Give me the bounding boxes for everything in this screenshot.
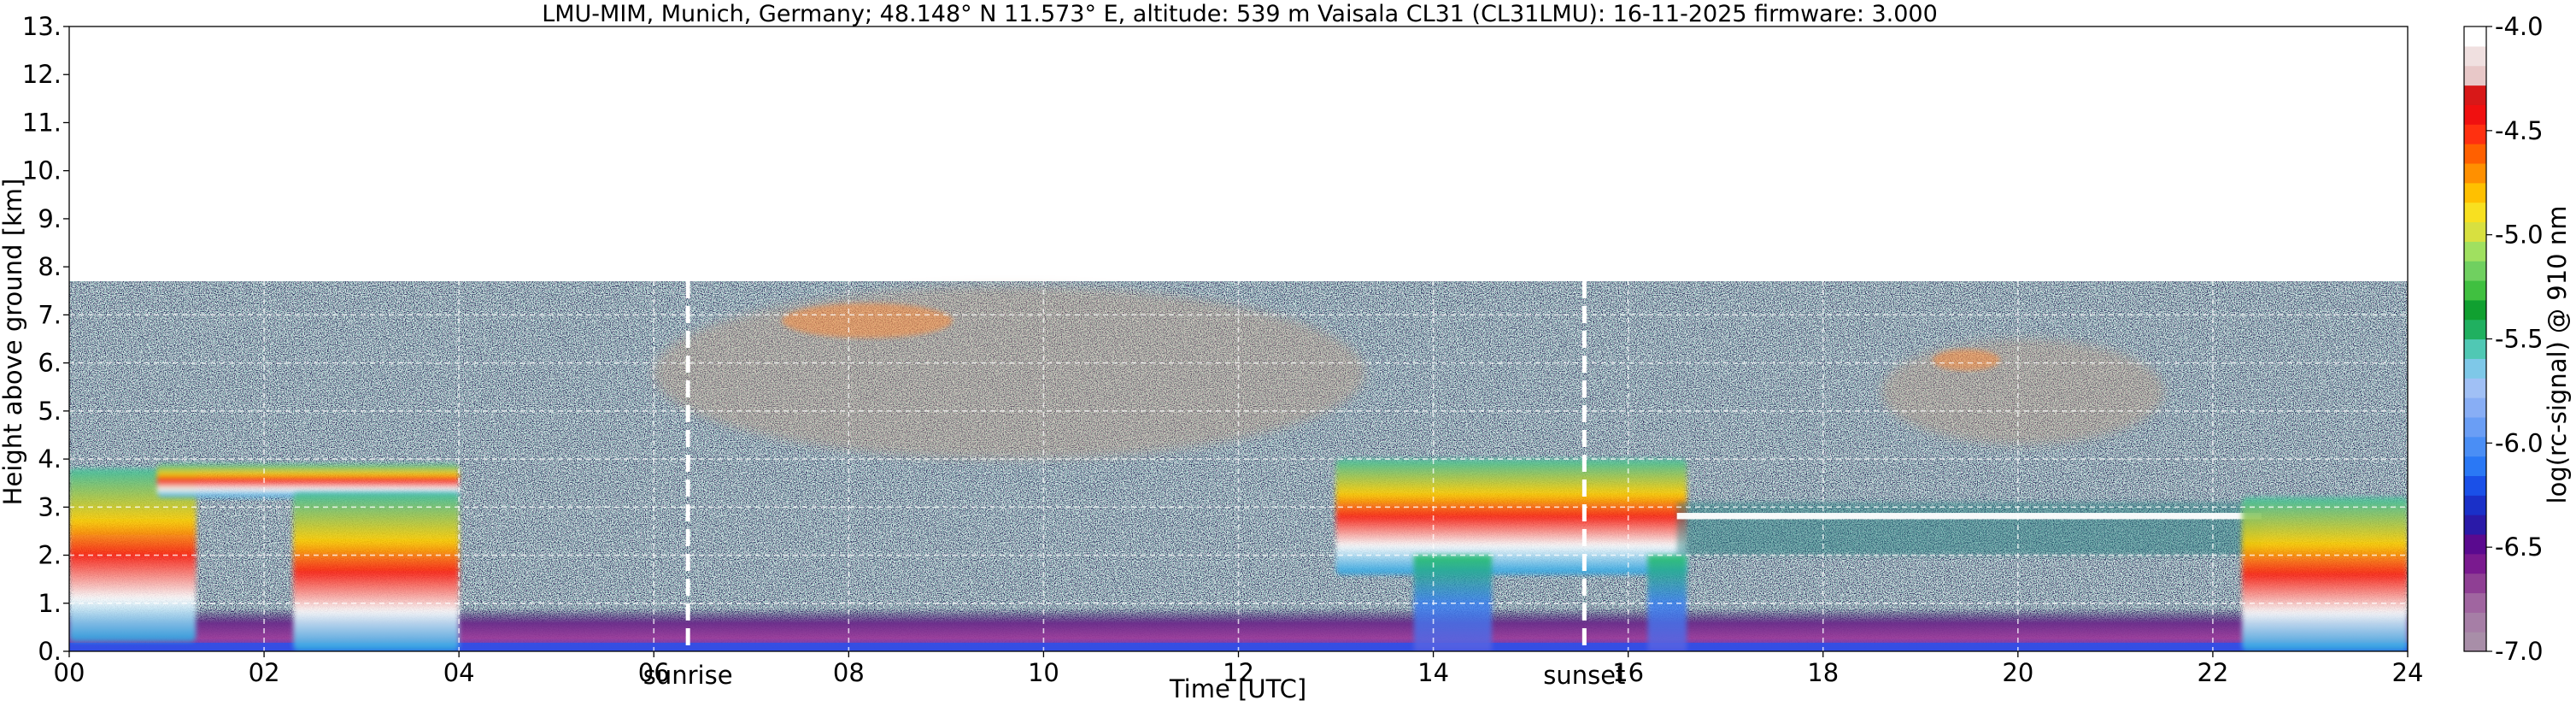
x-axis-label: Time [UTC] bbox=[1169, 674, 1306, 703]
colorbar-tick-label: -6.5 bbox=[2495, 532, 2544, 562]
colorbar-tick-label: -7.0 bbox=[2495, 637, 2544, 666]
y-tick-label: 10. bbox=[22, 156, 62, 185]
colorbar-segment bbox=[2464, 144, 2486, 164]
colorbar-segment bbox=[2464, 279, 2486, 301]
feature-cloud bbox=[2242, 497, 2408, 651]
colorbar-tick-label: -4.0 bbox=[2495, 12, 2544, 41]
x-tick-label: 14 bbox=[1417, 658, 1449, 687]
x-tick-label: 10 bbox=[1028, 658, 1059, 687]
colorbar-segment bbox=[2464, 612, 2486, 632]
colorbar-segment bbox=[2464, 162, 2486, 184]
sun-event-lines bbox=[685, 281, 1587, 651]
x-tick-label: 02 bbox=[249, 658, 280, 687]
feature-cloud bbox=[1335, 459, 1687, 575]
x-tick-label: 00 bbox=[54, 658, 85, 687]
colorbar-segment bbox=[2464, 475, 2486, 496]
colorbar-tick-label: -5.5 bbox=[2495, 325, 2544, 354]
x-tick-label: 22 bbox=[2197, 658, 2228, 687]
chart-title: LMU-MIM, Munich, Germany; 48.148° N 11.5… bbox=[542, 1, 1938, 27]
y-tick-label: 6. bbox=[38, 349, 62, 378]
colorbar-segment bbox=[2464, 416, 2486, 438]
y-tick-label: 11. bbox=[22, 108, 62, 137]
y-tick-label: 5. bbox=[38, 397, 62, 426]
colorbar-segment bbox=[2464, 261, 2486, 281]
colorbar-label: log(rc-signal) @ 910 nm bbox=[2543, 206, 2572, 504]
x-tick-label: 08 bbox=[833, 658, 865, 687]
x-tick-label: 04 bbox=[443, 658, 475, 687]
x-tick-label: 06 bbox=[638, 658, 670, 687]
colorbar-segment bbox=[2464, 456, 2486, 477]
y-tick-label: 9. bbox=[38, 204, 62, 233]
feature-cloud bbox=[156, 463, 460, 498]
colorbar-segment bbox=[2464, 436, 2486, 457]
colorbar-segment bbox=[2464, 104, 2486, 125]
feature-cloud bbox=[69, 468, 197, 642]
y-tick-label: 2. bbox=[38, 541, 62, 570]
colorbar-segment bbox=[2464, 124, 2486, 144]
colorbar-segment bbox=[2464, 533, 2486, 555]
plot-area: 00 02 04 06 08 10 12 14 16 18 20 22 24 0. 1. 2. 3. 4. 5. 6… bbox=[22, 12, 2424, 690]
sunrise-label: sunrise bbox=[643, 661, 733, 690]
colorbar-segment bbox=[2464, 45, 2486, 67]
colorbar-segment bbox=[2464, 202, 2486, 223]
x-tick-label: 20 bbox=[2002, 658, 2033, 687]
sunset-label: sunset bbox=[1543, 661, 1625, 690]
colorbar-segment bbox=[2464, 573, 2486, 594]
y-axis-ticks: 0. 1. 2. 3. 4. 5. 6. 7. 8. 9. 10. 11. 12. 13. bbox=[22, 12, 69, 666]
colorbar bbox=[2463, 26, 2487, 652]
colorbar-segment bbox=[2464, 358, 2486, 379]
colorbar-segment bbox=[2464, 26, 2486, 47]
colorbar-tick-label: -5.0 bbox=[2495, 221, 2544, 250]
colorbar-segment bbox=[2464, 319, 2486, 340]
y-tick-label: 7. bbox=[38, 300, 62, 329]
colorbar-segment bbox=[2464, 241, 2486, 262]
y-tick-label: 12. bbox=[22, 60, 62, 89]
x-tick-label: 24 bbox=[2392, 658, 2424, 687]
colorbar-segment bbox=[2464, 632, 2486, 652]
colorbar-segment bbox=[2464, 221, 2486, 242]
y-tick-label: 3. bbox=[38, 492, 62, 521]
backscatter-field bbox=[69, 26, 2408, 651]
colorbar-segment bbox=[2464, 65, 2486, 86]
feature-cloud-layer bbox=[1676, 502, 2262, 556]
colorbar-segment bbox=[2464, 397, 2486, 418]
y-axis-label: Height above ground [km] bbox=[0, 179, 27, 506]
y-tick-label: 0. bbox=[38, 637, 62, 666]
feature-cirrus bbox=[1881, 338, 2164, 445]
feature-cloud bbox=[293, 492, 460, 651]
grid bbox=[69, 26, 2408, 651]
colorbar-segment bbox=[2464, 592, 2486, 613]
colorbar-tick-label: -4.5 bbox=[2495, 116, 2544, 145]
colorbar-segment bbox=[2464, 299, 2486, 321]
x-tick-label: 16 bbox=[1612, 658, 1644, 687]
feature-cirrus bbox=[654, 285, 1365, 460]
colorbar-segment bbox=[2464, 553, 2486, 574]
colorbar-segment bbox=[2464, 182, 2486, 203]
colorbar-tick-label: -6.0 bbox=[2495, 428, 2544, 457]
x-tick-label: 12 bbox=[1223, 658, 1254, 687]
colorbar-segment bbox=[2464, 338, 2486, 359]
colorbar-segment bbox=[2464, 495, 2486, 515]
colorbar-segment bbox=[2464, 85, 2486, 105]
x-axis-ticks: 00 02 04 06 08 10 12 14 16 18 20 22 24 bbox=[54, 651, 2424, 687]
y-tick-label: 8. bbox=[38, 252, 62, 281]
y-tick-label: 1. bbox=[38, 589, 62, 618]
colorbar-ticks: -4.0 -4.5 -5.0 -5.5 -6.0 -6.5 -7.0 bbox=[2486, 12, 2544, 666]
sun-event-labels: sunrise sunset bbox=[643, 661, 1626, 690]
x-tick-label: 18 bbox=[1807, 658, 1839, 687]
y-tick-label: 4. bbox=[38, 444, 62, 474]
colorbar-segment bbox=[2464, 515, 2486, 535]
colorbar-segment bbox=[2464, 378, 2486, 398]
y-tick-label: 13. bbox=[22, 12, 62, 41]
